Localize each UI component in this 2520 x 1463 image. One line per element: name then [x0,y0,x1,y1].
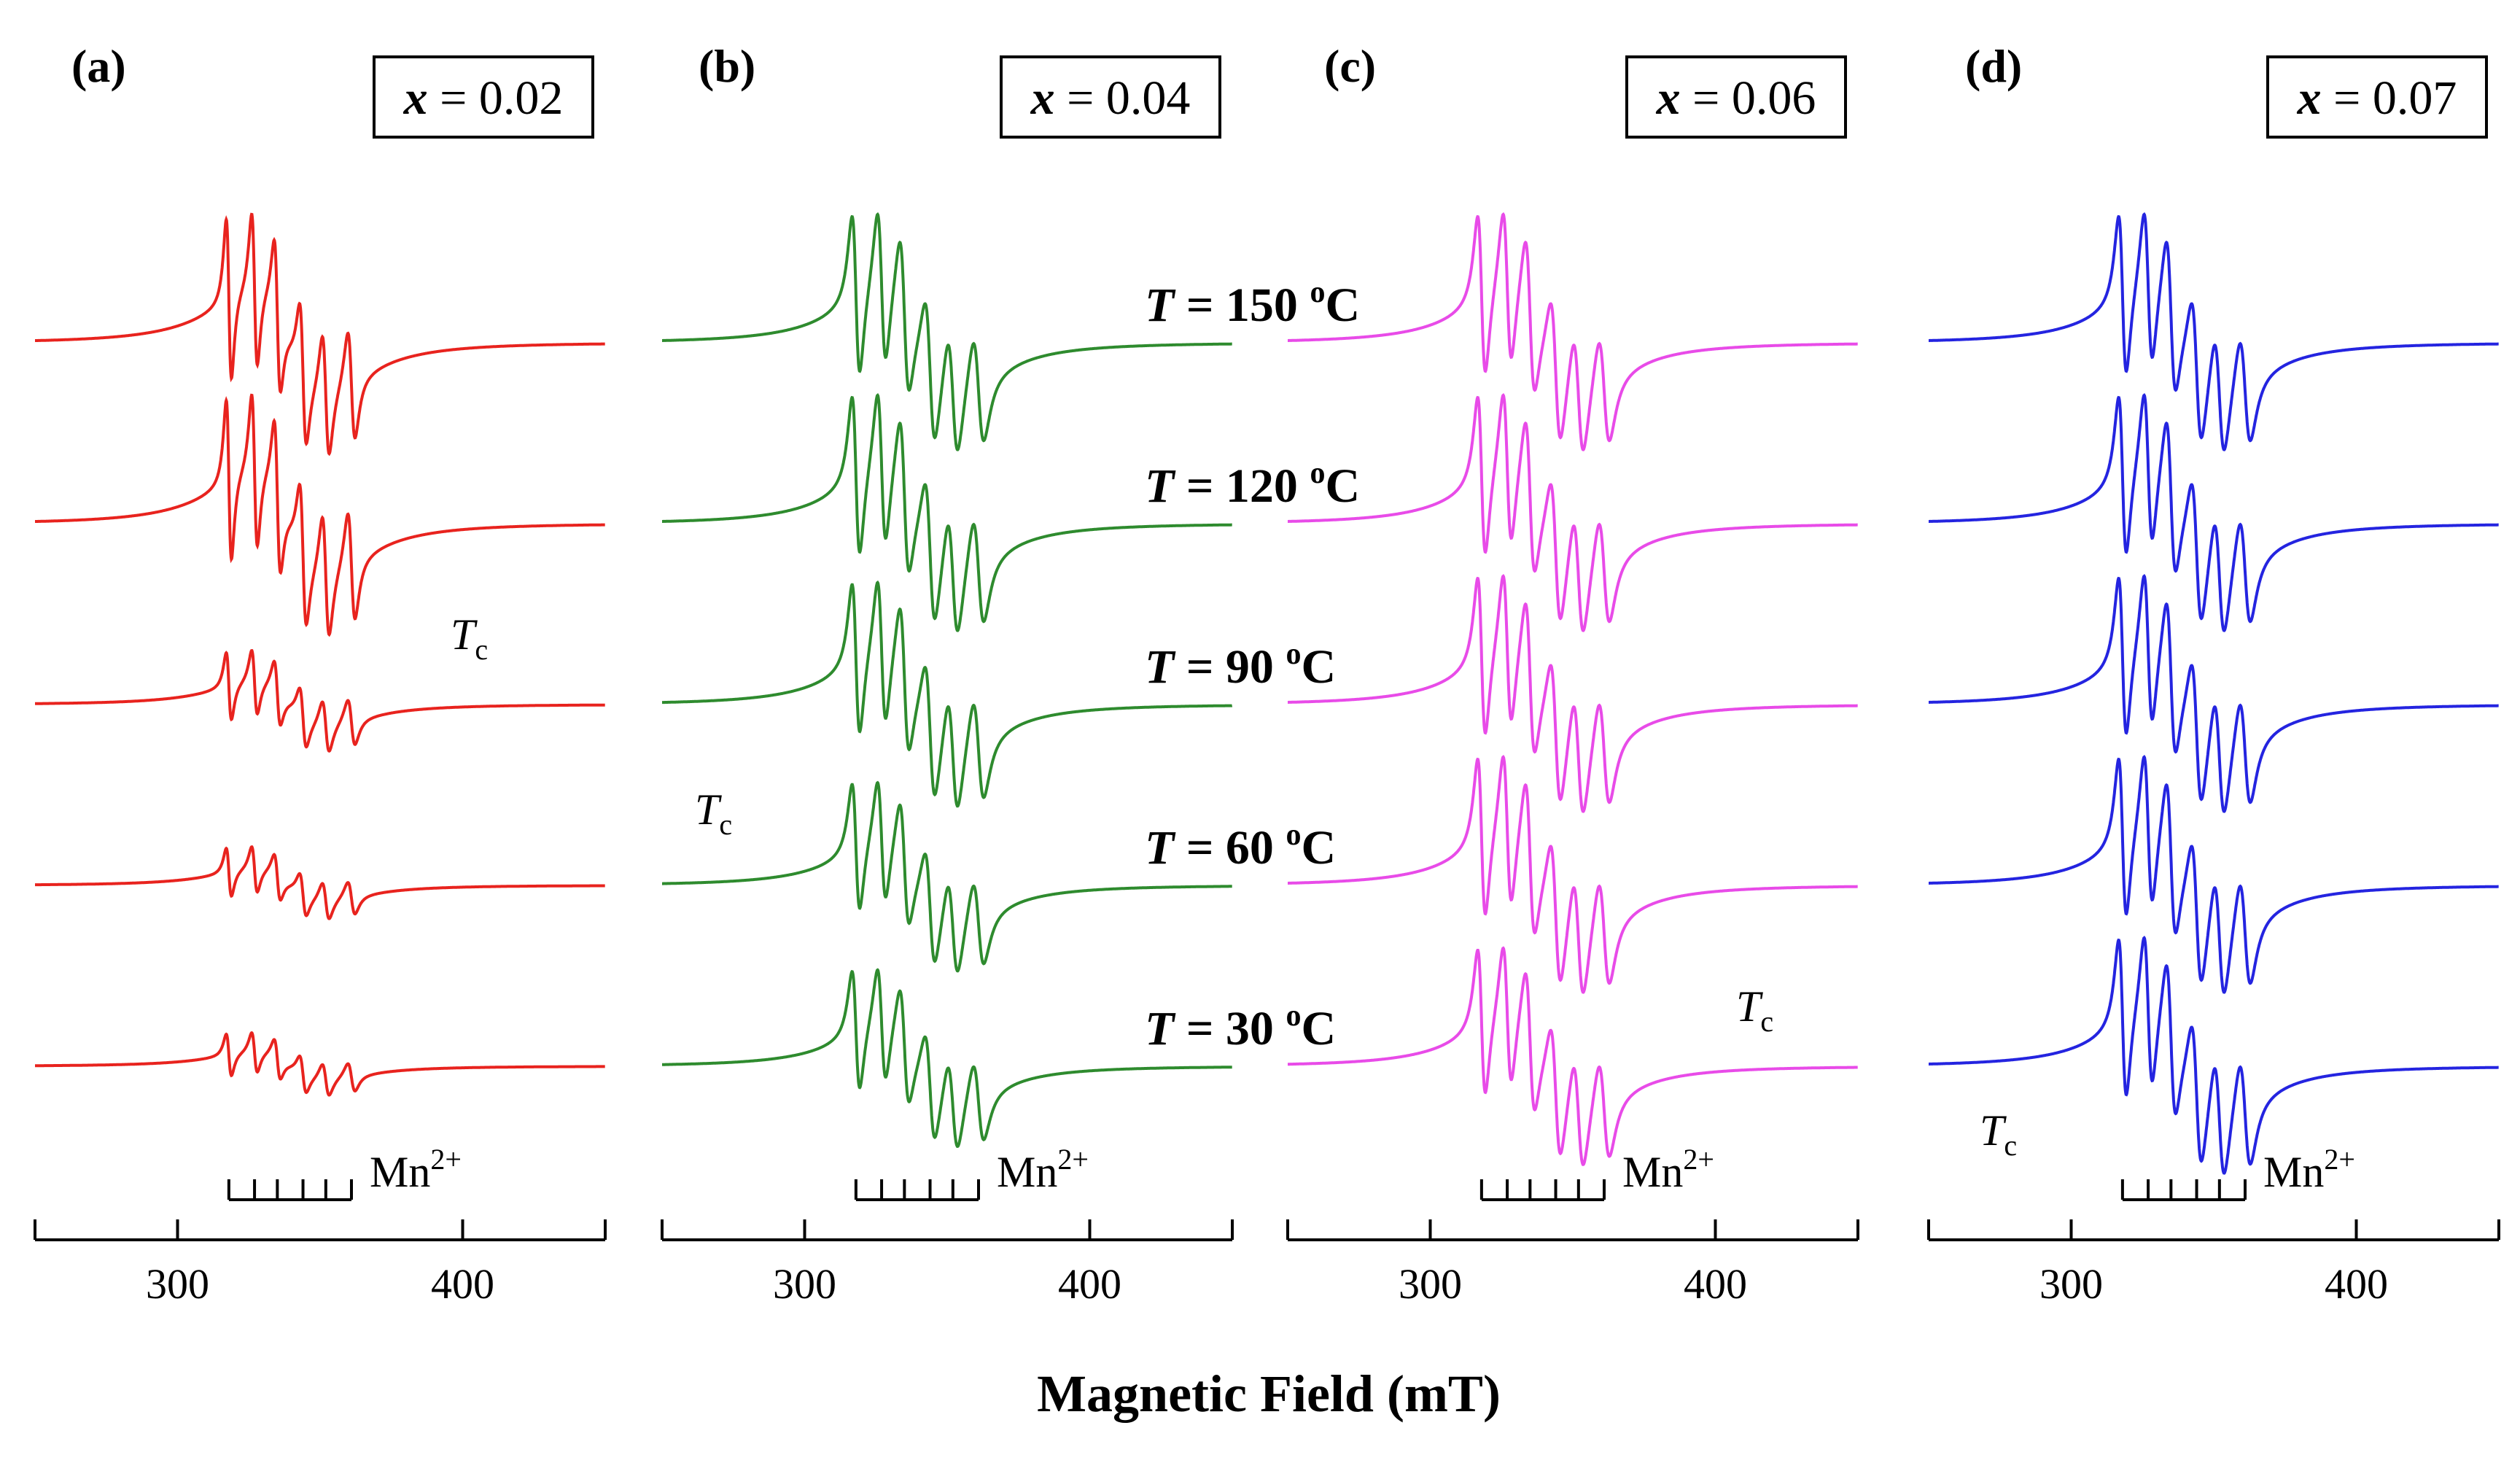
spectrum-120C [1288,393,1858,632]
spectrum-30C [662,968,1232,1148]
spectrum-90C [1288,574,1858,813]
spectrum-30C [1929,936,2499,1175]
panel-label: (b) [699,40,755,92]
x-tick-label: 300 [2039,1260,2103,1308]
panel-2: (c) x = 0.06 Tc Mn2+ 300 400 [1286,40,1859,1308]
composition-box [373,55,594,139]
x-tick-label: 400 [431,1260,494,1308]
composition-label: x = 0.07 [2297,71,2457,125]
x-tick-label: 300 [146,1260,209,1308]
spectrum-120C [662,393,1232,632]
temperature-label: T = 150 oC [1145,276,1360,332]
spectrum-150C [1288,212,1858,451]
spectrum-60C [1288,755,1858,994]
panel-label: (d) [1965,40,2022,92]
temperature-label: T = 60 oC [1145,818,1336,874]
mn-label: Mn2+ [2263,1143,2355,1196]
mn-label: Mn2+ [1622,1143,1714,1196]
x-tick-label: 400 [2325,1260,2388,1308]
x-tick-label: 300 [773,1260,836,1308]
mn-label: Mn2+ [370,1143,462,1196]
spectrum-90C [1929,574,2499,813]
spectrum-150C [662,212,1232,451]
spectrum-120C [35,393,605,637]
temperature-label: T = 30 oC [1145,999,1336,1055]
x-tick-label: 400 [1058,1260,1121,1308]
tc-label: Tc [1980,1106,2017,1162]
spectrum-90C [35,649,605,753]
x-tick-label: 300 [1399,1260,1462,1308]
spectrum-60C [662,780,1232,973]
panel-0: (a) x = 0.02 Tc Mn2+ 300 400 [34,40,607,1308]
spectrum-30C [1288,946,1858,1166]
spectrum-60C [1929,755,2499,994]
composition-label: x = 0.04 [1030,71,1191,125]
composition-box [2266,55,2488,139]
panel-1: (b) x = 0.04 Tc Mn2+ 300 400 [661,40,1234,1308]
temperature-label: T = 120 oC [1145,457,1360,513]
tc-label: Tc [695,785,732,841]
spectrum-120C [1929,393,2499,632]
spectrum-30C [35,1031,605,1097]
x-tick-label: 400 [1684,1260,1747,1308]
tc-label: Tc [1736,982,1773,1038]
mn-label: Mn2+ [997,1143,1089,1196]
spectrum-60C [35,845,605,920]
composition-box [1000,55,1221,139]
panel-3: (d) x = 0.07 Tc Mn2+ 300 400 [1927,40,2500,1308]
spectrum-150C [35,212,605,457]
tc-label: Tc [451,610,488,666]
composition-box [1625,55,1847,139]
panel-label: (c) [1324,40,1376,92]
composition-label: x = 0.02 [403,71,564,125]
panel-label: (a) [71,40,126,92]
spectrum-90C [662,580,1233,808]
x-axis-title: Magnetic Field (mT) [1037,1365,1501,1423]
spectrum-150C [1929,212,2499,451]
composition-label: x = 0.06 [1656,71,1816,125]
temperature-label: T = 90 oC [1145,637,1336,694]
